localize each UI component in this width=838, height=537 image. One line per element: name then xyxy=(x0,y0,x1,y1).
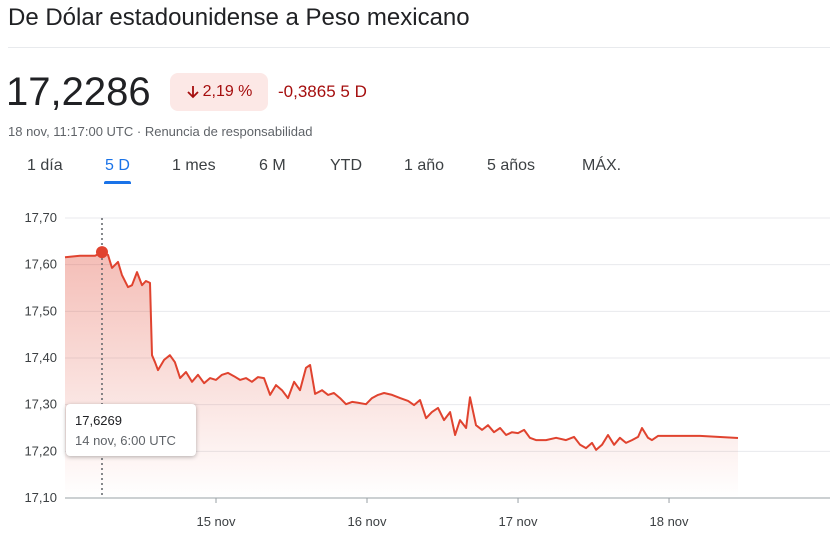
change-badge: 2,19 % xyxy=(170,73,268,111)
x-tick-label: 16 nov xyxy=(347,514,387,529)
range-tab[interactable]: 1 año xyxy=(404,157,445,174)
x-tick-label: 17 nov xyxy=(498,514,538,529)
tooltip: 17,6269 14 nov, 6:00 UTC xyxy=(66,404,196,456)
change: -0,3865 5 D xyxy=(278,82,367,102)
range-tab[interactable]: 1 día xyxy=(27,157,63,174)
chart: 17,10 17,20 17,30 17,40 17,50 17,60 17,70 15 no… xyxy=(24,210,830,529)
x-tick-label: 15 nov xyxy=(196,514,236,529)
range-tab[interactable]: 5 años xyxy=(487,157,536,174)
range-tab[interactable]: MÁX. xyxy=(582,157,622,174)
price-line xyxy=(64,251,739,451)
timestamp: 18 nov, 11:17:00 UTC · xyxy=(8,124,142,139)
change-pct: 2,19 % xyxy=(202,83,253,100)
change-value: -0,3865 xyxy=(278,82,336,101)
y-tick-label: 17,50 xyxy=(24,303,57,318)
down-arrow xyxy=(186,86,199,99)
tooltip-value: 17,6269 xyxy=(75,413,122,428)
y-tick-label: 17,10 xyxy=(24,490,57,505)
y-tick-label: 17,30 xyxy=(24,397,57,412)
x-tick-label: 18 nov xyxy=(650,514,690,529)
range-tab[interactable]: 1 mes xyxy=(172,157,216,174)
price: 17,2286 xyxy=(6,70,151,114)
tooltip-time: 14 nov, 6:00 UTC xyxy=(75,433,176,448)
area xyxy=(65,252,738,498)
range-tab[interactable]: 6 M xyxy=(259,157,286,174)
subtitle: 18 nov, 11:17:00 UTC · Renuncia de respo… xyxy=(8,124,313,139)
y-tick-label: 17,20 xyxy=(24,443,57,458)
y-tick-label: 17,60 xyxy=(24,257,57,272)
range-tab[interactable]: 5 D xyxy=(105,157,130,174)
y-tick-label: 17,40 xyxy=(24,350,57,365)
divider xyxy=(8,47,830,48)
title: De Dólar estadounidense a Peso mexicano xyxy=(8,4,470,31)
disclaimer-link[interactable]: Renuncia de responsabilidad xyxy=(144,124,313,139)
range-tab[interactable]: YTD xyxy=(330,157,362,174)
tab-underline xyxy=(104,181,131,184)
period: 5 D xyxy=(340,82,367,101)
hover-point xyxy=(95,246,108,259)
y-tick-label: 17,70 xyxy=(24,210,57,225)
